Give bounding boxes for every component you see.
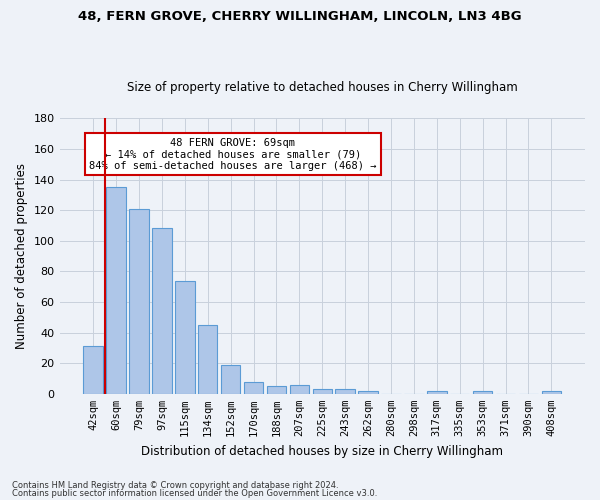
Bar bbox=[358, 390, 378, 394]
Text: 48 FERN GROVE: 69sqm
← 14% of detached houses are smaller (79)
84% of semi-detac: 48 FERN GROVE: 69sqm ← 14% of detached h… bbox=[89, 138, 377, 171]
Bar bbox=[106, 187, 126, 394]
Y-axis label: Number of detached properties: Number of detached properties bbox=[15, 163, 28, 349]
Bar bbox=[221, 364, 241, 394]
Bar bbox=[335, 389, 355, 394]
Bar bbox=[152, 228, 172, 394]
Title: Size of property relative to detached houses in Cherry Willingham: Size of property relative to detached ho… bbox=[127, 80, 518, 94]
Bar bbox=[198, 325, 217, 394]
Text: 48, FERN GROVE, CHERRY WILLINGHAM, LINCOLN, LN3 4BG: 48, FERN GROVE, CHERRY WILLINGHAM, LINCO… bbox=[78, 10, 522, 23]
Bar bbox=[175, 280, 194, 394]
Bar bbox=[267, 386, 286, 394]
Bar bbox=[542, 390, 561, 394]
Text: Contains public sector information licensed under the Open Government Licence v3: Contains public sector information licen… bbox=[12, 488, 377, 498]
Bar bbox=[313, 389, 332, 394]
Bar bbox=[290, 384, 309, 394]
Bar bbox=[129, 208, 149, 394]
Text: Contains HM Land Registry data © Crown copyright and database right 2024.: Contains HM Land Registry data © Crown c… bbox=[12, 481, 338, 490]
Bar bbox=[83, 346, 103, 394]
Bar bbox=[427, 390, 446, 394]
X-axis label: Distribution of detached houses by size in Cherry Willingham: Distribution of detached houses by size … bbox=[141, 444, 503, 458]
Bar bbox=[473, 390, 493, 394]
Bar bbox=[244, 382, 263, 394]
